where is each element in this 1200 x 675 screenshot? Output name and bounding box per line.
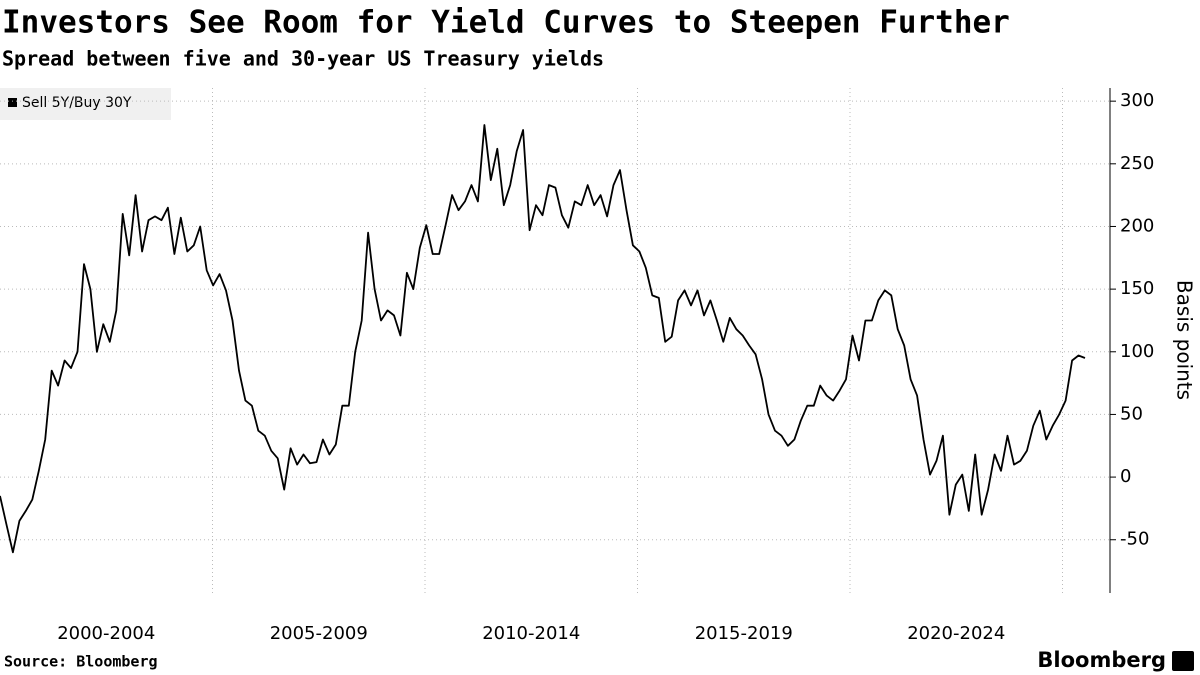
y-tick-label: 100 (1120, 341, 1154, 362)
legend-swatch (8, 98, 17, 107)
x-tick-label: 2020-2024 (907, 623, 1005, 644)
y-tick-label: 300 (1120, 90, 1154, 111)
brand-icon (1172, 651, 1194, 671)
chart-title: Investors See Room for Yield Curves to S… (2, 5, 1010, 41)
x-tick-label: 2005-2009 (270, 623, 368, 644)
chart-subtitle: Spread between five and 30-year US Treas… (2, 47, 604, 71)
legend-box (0, 88, 171, 120)
y-tick-label: 250 (1120, 153, 1154, 174)
y-tick-label: 50 (1120, 403, 1143, 424)
brand: Bloomberg (1037, 648, 1166, 672)
y-tick-label: 200 (1120, 215, 1154, 236)
x-tick-label: 2000-2004 (57, 623, 155, 644)
source: Source: Bloomberg (4, 653, 158, 671)
x-tick-label: 2015-2019 (695, 623, 793, 644)
y-tick-label: -50 (1120, 529, 1149, 550)
legend-label: Sell 5Y/Buy 30Y (22, 95, 132, 111)
series-line (0, 124, 1086, 554)
x-tick-label: 2010-2014 (482, 623, 580, 644)
y-axis-label: Basis points (1173, 280, 1197, 400)
y-tick-label: 0 (1120, 466, 1131, 487)
y-tick-label: 150 (1120, 278, 1154, 299)
